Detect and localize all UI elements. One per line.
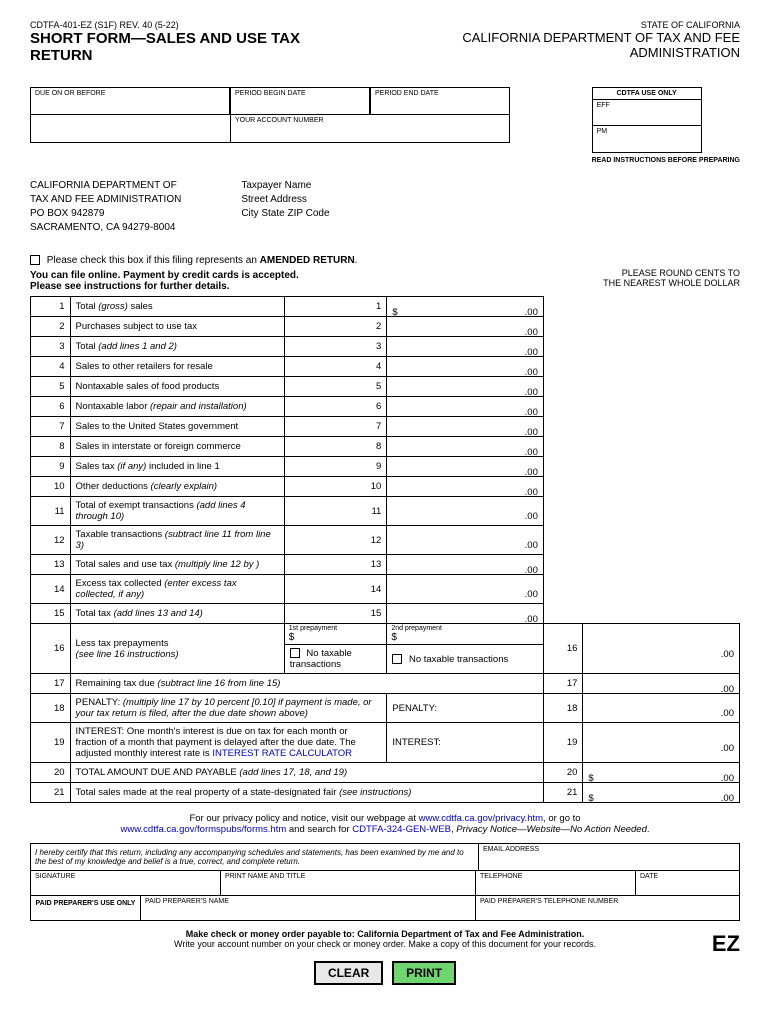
tax-line: 15Total tax (add lines 13 and 14)15.00: [31, 604, 740, 624]
telephone-field[interactable]: TELEPHONE: [476, 871, 636, 895]
tax-line: 20TOTAL AMOUNT DUE AND PAYABLE (add line…: [31, 763, 740, 783]
amount-cell[interactable]: .00: [387, 437, 544, 457]
tax-line: 12Taxable transactions (subtract line 11…: [31, 526, 740, 555]
amount-cell[interactable]: .00: [387, 575, 544, 604]
amount-cell[interactable]: $.00: [583, 763, 740, 783]
interest-rate-link[interactable]: INTEREST RATE CALCULATOR: [212, 748, 352, 759]
certification-text: I hereby certify that this return, inclu…: [31, 844, 479, 870]
form-code: CDTFA-401-EZ (S1F) REV. 40 (5-22): [30, 20, 359, 30]
state-label: STATE OF CALIFORNIA: [359, 20, 740, 30]
tax-line: 2Purchases subject to use tax2.00: [31, 317, 740, 337]
footer-text: Make check or money order payable to: Ca…: [30, 929, 740, 949]
tax-line: 11Total of exempt transactions (add line…: [31, 497, 740, 526]
amount-cell[interactable]: .00: [387, 604, 544, 624]
mailing-address: CALIFORNIA DEPARTMENT OF TAX AND FEE ADM…: [30, 179, 181, 235]
tax-line: 7Sales to the United States government7.…: [31, 417, 740, 437]
period-end-box[interactable]: PERIOD END DATE: [370, 87, 510, 115]
form-title: SHORT FORM—SALES AND USE TAX RETURN: [30, 30, 359, 64]
paid-preparer-label: PAID PREPARER'S USE ONLY: [31, 896, 141, 920]
tax-line: 17Remaining tax due (subtract line 16 fr…: [31, 674, 740, 694]
print-name-field[interactable]: PRINT NAME AND TITLE: [221, 871, 476, 895]
tax-line: 1Total (gross) sales1$.00: [31, 297, 740, 317]
tax-line: 14Excess tax collected (enter excess tax…: [31, 575, 740, 604]
tax-line: 6Nontaxable labor (repair and installati…: [31, 397, 740, 417]
amount-cell[interactable]: .00: [583, 674, 740, 694]
amount-cell[interactable]: .00: [387, 377, 544, 397]
signature-field[interactable]: SIGNATURE: [31, 871, 221, 895]
preparer-name-field[interactable]: PAID PREPARER'S NAME: [141, 896, 476, 920]
amended-return-row: Please check this box if this filing rep…: [30, 255, 740, 266]
tax-line: 8Sales in interstate or foreign commerce…: [31, 437, 740, 457]
forms-link[interactable]: www.cdtfa.ca.gov/formspubs/forms.htm: [120, 824, 286, 835]
privacy-notice: For our privacy policy and notice, visit…: [30, 813, 740, 835]
tax-line: 10Other deductions (clearly explain)10.0…: [31, 477, 740, 497]
amount-cell[interactable]: .00: [387, 317, 544, 337]
privacy-link[interactable]: www.cdtfa.ca.gov/privacy.htm: [419, 813, 543, 824]
amount-cell[interactable]: .00: [387, 477, 544, 497]
taxpayer-address: Taxpayer Name Street Address City State …: [241, 179, 329, 235]
amount-cell[interactable]: $.00: [387, 297, 544, 317]
tax-line: 9Sales tax (if any) included in line 19.…: [31, 457, 740, 477]
email-field[interactable]: EMAIL ADDRESS: [479, 844, 739, 870]
amount-cell[interactable]: .00: [387, 457, 544, 477]
department-name: CALIFORNIA DEPARTMENT OF TAX AND FEE ADM…: [359, 30, 740, 60]
amount-cell[interactable]: .00: [387, 497, 544, 526]
due-box[interactable]: DUE ON OR BEFORE: [30, 87, 230, 115]
amount-cell[interactable]: .00: [387, 337, 544, 357]
amount-cell[interactable]: $.00: [583, 783, 740, 803]
amount-cell[interactable]: .00: [387, 417, 544, 437]
certification-block: I hereby certify that this return, inclu…: [30, 843, 740, 921]
tax-line: 13Total sales and use tax (multiply line…: [31, 555, 740, 575]
tax-line: 5Nontaxable sales of food products5.00: [31, 377, 740, 397]
info-boxes: DUE ON OR BEFORE PERIOD BEGIN DATE PERIO…: [30, 87, 510, 164]
preparer-telephone-field[interactable]: PAID PREPARER'S TELEPHONE NUMBER: [476, 896, 739, 920]
amount-cell[interactable]: .00: [583, 694, 740, 723]
header: CDTFA-401-EZ (S1F) REV. 40 (5-22) SHORT …: [30, 20, 740, 79]
amount-cell[interactable]: .00: [387, 357, 544, 377]
period-begin-box[interactable]: PERIOD BEGIN DATE: [230, 87, 370, 115]
read-instructions: READ INSTRUCTIONS BEFORE PREPARING: [592, 157, 740, 164]
tax-line: 21Total sales made at the real property …: [31, 783, 740, 803]
tax-line: 3Total (add lines 1 and 2)3.00: [31, 337, 740, 357]
amount-cell[interactable]: .00: [387, 526, 544, 555]
amended-checkbox[interactable]: [30, 255, 40, 265]
ez-badge: EZ: [712, 931, 740, 957]
account-number-box[interactable]: YOUR ACCOUNT NUMBER: [230, 115, 510, 143]
amount-cell[interactable]: .00: [387, 397, 544, 417]
amount-cell[interactable]: .00: [387, 555, 544, 575]
amount-cell[interactable]: .00: [583, 723, 740, 763]
tax-table: 1Total (gross) sales1$.002Purchases subj…: [30, 296, 740, 803]
tax-line: 4Sales to other retailers for resale4.00: [31, 357, 740, 377]
clear-button[interactable]: CLEAR: [314, 961, 383, 985]
cdtfa-use-only-box: CDTFA USE ONLY EFF PM: [592, 87, 702, 153]
date-field[interactable]: DATE: [636, 871, 739, 895]
print-button[interactable]: PRINT: [392, 961, 456, 985]
